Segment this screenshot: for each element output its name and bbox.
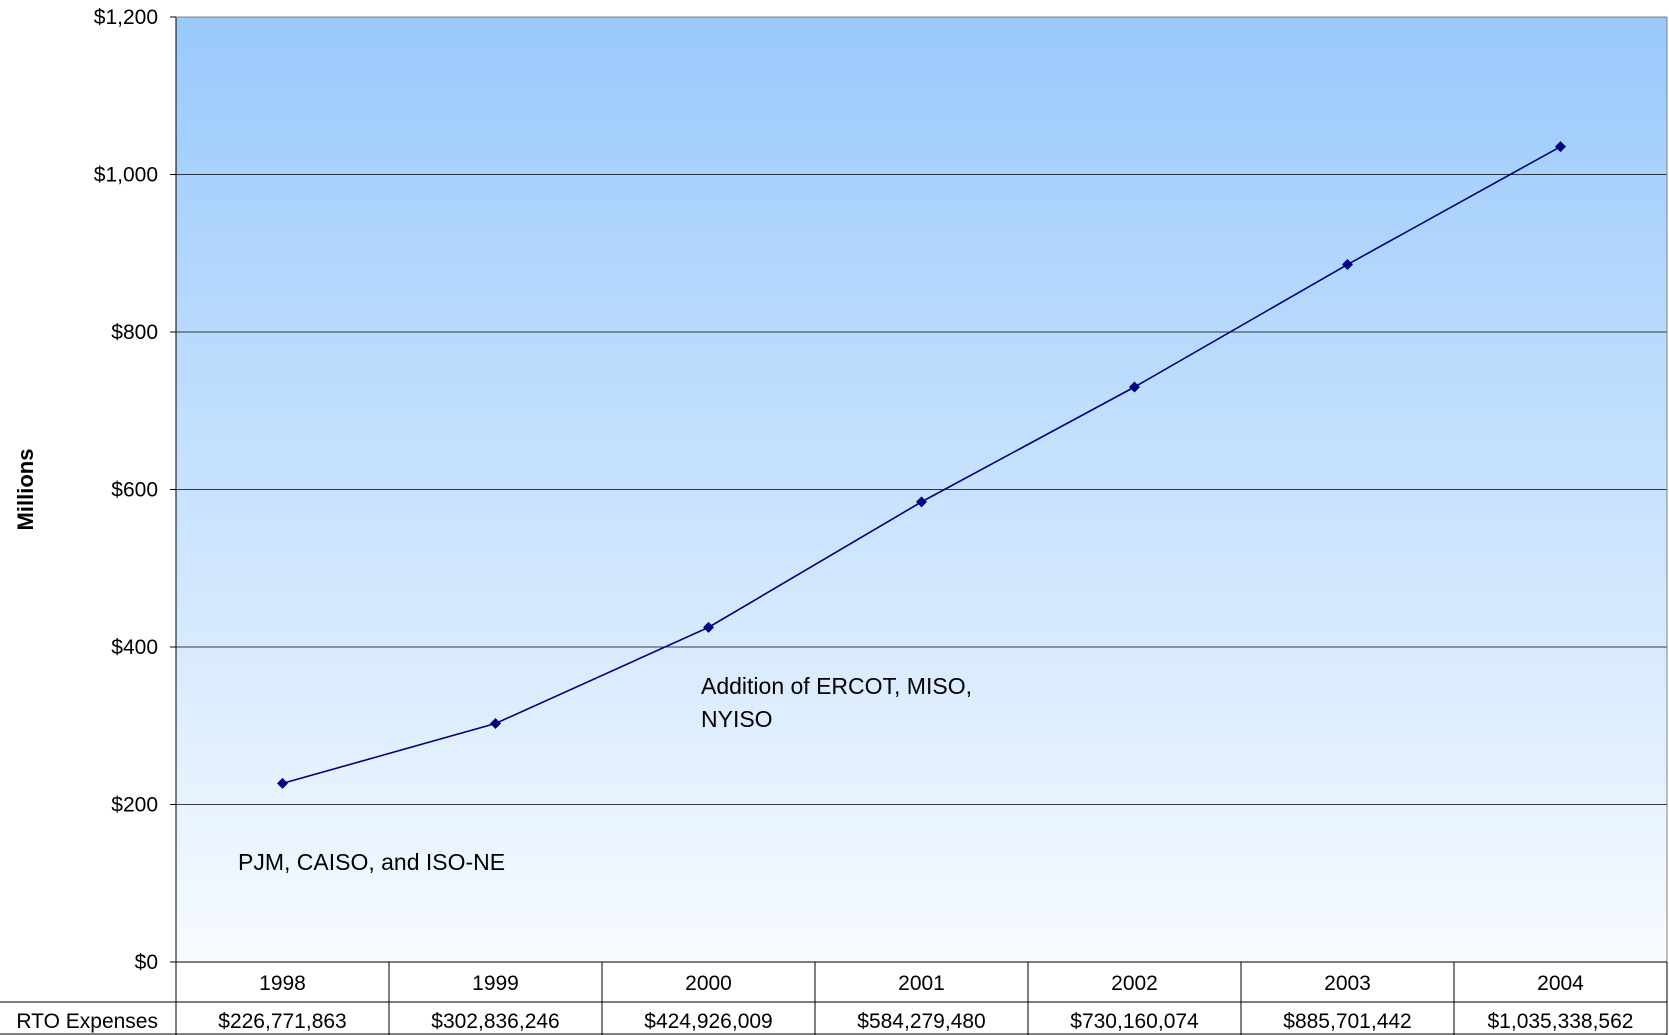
x-tick-label: 2001 xyxy=(898,972,945,995)
data-label: $424,926,009 xyxy=(644,1010,772,1033)
x-tick-label: 2004 xyxy=(1537,972,1584,995)
annotation-text: Addition of ERCOT, MISO, xyxy=(701,673,972,699)
annotation-text: NYISO xyxy=(701,706,773,732)
y-tick-label: $400 xyxy=(111,636,158,659)
data-point xyxy=(1129,381,1140,393)
data-label: $584,279,480 xyxy=(857,1010,985,1033)
x-tick-label: 2000 xyxy=(685,972,732,995)
annotation-text: PJM, CAISO, and ISO-NE xyxy=(238,849,505,875)
x-tick-label: 1999 xyxy=(472,972,519,995)
x-tick-label: 2002 xyxy=(1111,972,1158,995)
x-tick-label: 1998 xyxy=(259,972,306,995)
annotations: PJM, CAISO, and ISO-NE Addition of ERCOT,… xyxy=(238,673,972,875)
data-table: 1998 1999 2000 2001 2002 2003 2004 RTO Expenses… xyxy=(0,961,1668,1035)
y-tick-label: $1,000 xyxy=(94,164,158,187)
y-tick-label: $200 xyxy=(111,794,158,817)
x-tick-label: 2003 xyxy=(1324,972,1371,995)
data-label: $1,035,338,562 xyxy=(1488,1010,1634,1033)
data-point xyxy=(1555,141,1566,153)
table-row-label: RTO Expenses xyxy=(16,1010,158,1033)
data-point xyxy=(703,621,714,633)
data-label: $730,160,074 xyxy=(1070,1010,1199,1033)
data-point xyxy=(490,718,501,730)
data-label: $226,771,863 xyxy=(218,1010,346,1033)
y-tick-label: $1,200 xyxy=(94,6,158,29)
y-axis-label: Millions xyxy=(13,449,38,531)
data-label: $302,836,246 xyxy=(431,1010,559,1033)
y-tick-label: $600 xyxy=(111,479,158,502)
data-point xyxy=(277,777,288,789)
y-tick-label: $0 xyxy=(135,951,158,974)
data-point xyxy=(1342,259,1353,271)
series-layer xyxy=(277,141,1566,789)
data-point xyxy=(916,496,927,508)
y-axis: $0 $200 $400 $600 $800 $1,000 $1,200 xyxy=(94,6,1668,974)
data-label: $885,701,442 xyxy=(1283,1010,1411,1033)
y-tick-label: $800 xyxy=(111,321,158,344)
